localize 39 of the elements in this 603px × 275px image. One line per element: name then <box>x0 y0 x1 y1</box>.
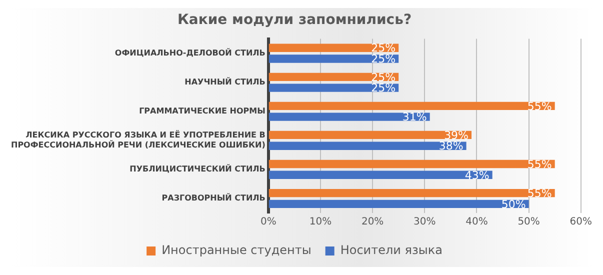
data-label: 31% <box>402 110 427 124</box>
x-tick-label: 50% <box>518 216 540 228</box>
data-label: 25% <box>371 52 396 66</box>
bar <box>268 130 472 140</box>
x-tick-label: 0% <box>260 216 276 228</box>
x-tick-label: 20% <box>361 216 384 228</box>
bar <box>268 170 492 179</box>
y-tick-label: ОФИЦИАЛЬНО-ДЕЛОВОЙ СТИЛЬ <box>114 47 266 58</box>
bar <box>268 102 555 110</box>
bar <box>268 84 399 92</box>
chart-title: Какие модули запомнились? <box>177 12 412 28</box>
data-label: 50% <box>501 198 526 211</box>
legend-label: Носители языка <box>340 243 442 258</box>
data-label: 55% <box>527 158 552 171</box>
x-tick-label: 60% <box>570 216 592 228</box>
y-tick-label: РАЗГОВОРНЫЙ СТИЛЬ <box>162 192 266 203</box>
bar <box>268 160 555 168</box>
bar <box>268 188 555 198</box>
data-label: 55% <box>527 186 552 200</box>
x-tick-label: 10% <box>309 216 332 228</box>
data-label: 25% <box>371 82 396 95</box>
data-label: 38% <box>438 140 464 153</box>
data-label: 39% <box>444 128 469 142</box>
data-label: 25% <box>371 70 396 84</box>
data-label: 43% <box>464 168 490 182</box>
bar <box>268 44 399 52</box>
data-label: 25% <box>371 42 396 55</box>
y-tick-label: ЛЕКСИКА РУССКОГО ЯЗЫКА И ЕЁ УПОТРЕБЛЕНИЕ В ПРОФЕССИОНАЛЬНОЙ РЕЧИ (ЛЕКСИЧЕСКИЕ ОШИБКИ) <box>10 130 266 150</box>
legend-label: Иностранные студенты <box>162 243 312 258</box>
data-label: 55% <box>527 100 552 113</box>
x-tick-label: 30% <box>414 216 436 228</box>
bar <box>268 200 529 208</box>
x-tick-label: 40% <box>466 216 488 228</box>
y-tick-label: ПУБЛИЦИСТИЧЕСКИЙ СТИЛЬ <box>130 164 266 174</box>
bar <box>268 142 466 150</box>
y-tick-label: НАУЧНЫЙ СТИЛЬ <box>184 76 266 86</box>
bar <box>268 54 399 63</box>
y-tick-label: ГРАММАТИЧЕСКИЕ НОРМЫ <box>139 106 266 116</box>
bar <box>268 112 430 121</box>
